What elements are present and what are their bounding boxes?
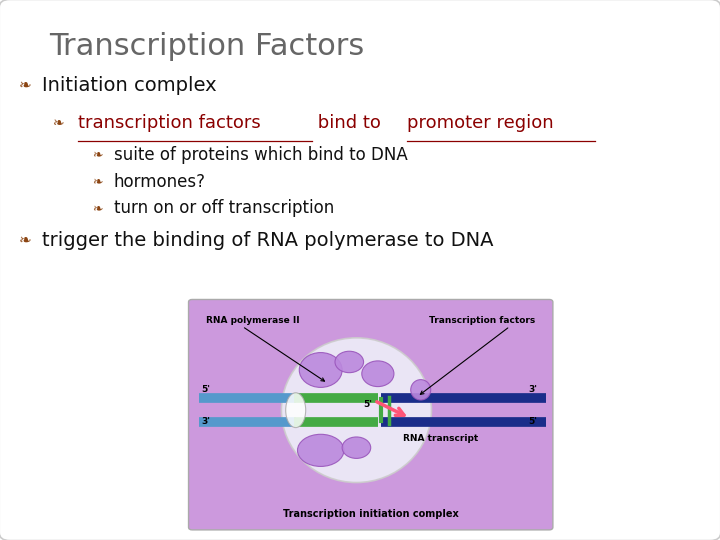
Ellipse shape (335, 351, 364, 373)
Ellipse shape (286, 393, 306, 428)
Text: turn on or off transcription: turn on or off transcription (114, 199, 334, 218)
Text: ❧: ❧ (53, 116, 64, 130)
Ellipse shape (342, 437, 371, 458)
Text: ❧: ❧ (92, 175, 102, 188)
Text: ❧: ❧ (19, 78, 32, 93)
Text: ❧: ❧ (19, 233, 32, 248)
Ellipse shape (300, 353, 342, 387)
Text: hormones?: hormones? (114, 173, 205, 191)
Text: 3': 3' (202, 416, 210, 426)
Text: 5': 5' (202, 385, 210, 394)
Ellipse shape (361, 361, 394, 387)
Text: Transcription Factors: Transcription Factors (49, 31, 364, 60)
Text: ❧: ❧ (92, 148, 102, 161)
Text: transcription factors: transcription factors (78, 113, 261, 132)
Text: suite of proteins which bind to DNA: suite of proteins which bind to DNA (114, 146, 408, 164)
Text: bind to: bind to (312, 113, 387, 132)
Text: Initiation complex: Initiation complex (42, 76, 217, 94)
Text: RNA polymerase II: RNA polymerase II (207, 315, 300, 325)
Text: 5': 5' (364, 401, 372, 409)
Ellipse shape (410, 380, 431, 400)
Text: 3': 3' (528, 385, 537, 394)
Ellipse shape (297, 434, 344, 467)
FancyBboxPatch shape (189, 300, 553, 530)
Ellipse shape (282, 338, 431, 483)
Text: Transcription initiation complex: Transcription initiation complex (283, 509, 459, 519)
Text: RNA transcript: RNA transcript (403, 434, 478, 443)
Text: 5': 5' (528, 416, 537, 426)
Text: trigger the binding of RNA polymerase to DNA: trigger the binding of RNA polymerase to… (42, 231, 494, 250)
Text: Transcription factors: Transcription factors (429, 315, 535, 325)
Text: ❧: ❧ (92, 202, 102, 215)
Text: promoter region: promoter region (408, 113, 554, 132)
